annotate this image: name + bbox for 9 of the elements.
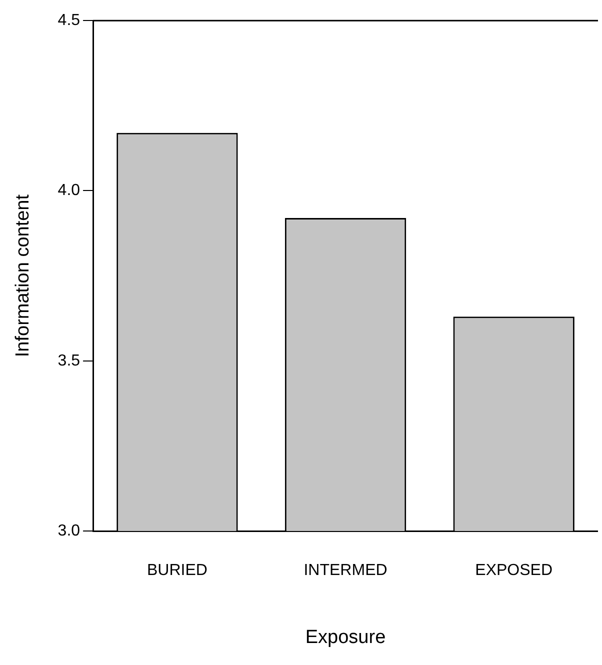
x-tick-label: EXPOSED <box>475 562 553 580</box>
x-tick-label: BURIED <box>146 562 208 580</box>
y-tick-label: 4.0 <box>58 182 80 200</box>
y-axis-title: Information content <box>12 194 34 358</box>
y-tick-label: 3.0 <box>58 522 80 540</box>
y-tick-label: 3.5 <box>58 352 80 370</box>
x-axis-title: Exposure <box>305 626 386 648</box>
y-tick-label: 4.5 <box>58 12 80 30</box>
x-tick-label: INTERMED <box>304 562 388 580</box>
